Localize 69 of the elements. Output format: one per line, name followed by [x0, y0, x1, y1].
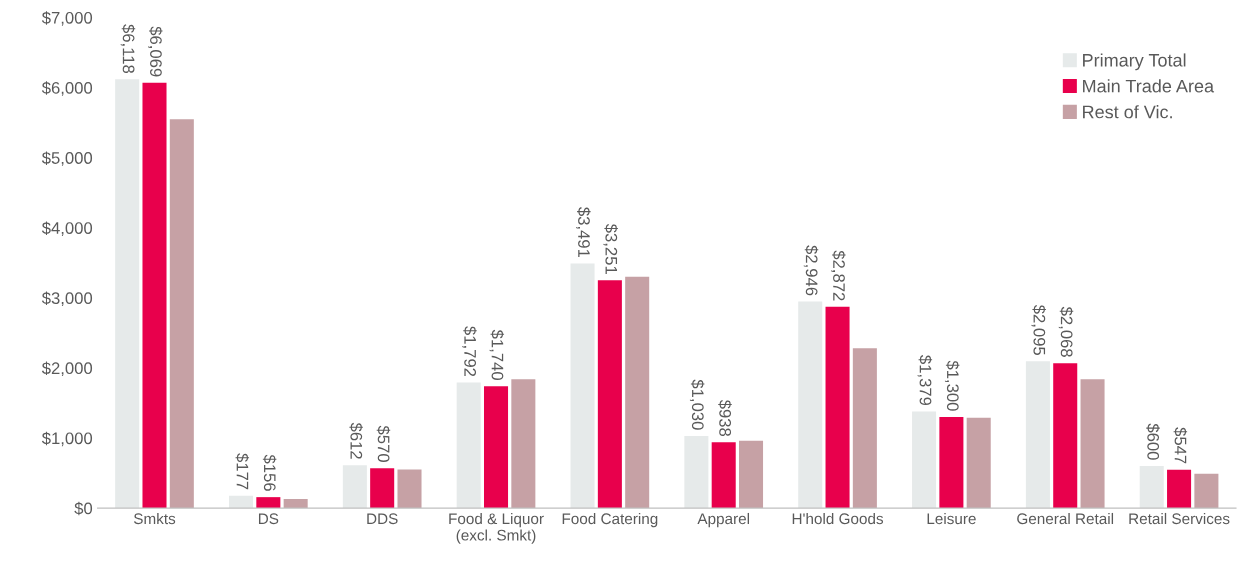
data-label: $2,068 [1058, 306, 1074, 357]
data-label: $2,872 [831, 250, 846, 301]
bar [1139, 466, 1164, 509]
bar [342, 465, 367, 509]
x-tick-label: H'hold Goods [792, 512, 884, 525]
data-label: $547 [1173, 427, 1188, 464]
y-tick-label: $7,000 [41, 11, 93, 26]
x-tick-label: Food Catering [562, 512, 658, 528]
bar [370, 468, 395, 509]
x-tick-label: Apparel [697, 512, 750, 528]
bar [115, 79, 140, 509]
data-label: $1,379 [917, 355, 933, 406]
legend-label: Rest of Vic. [1083, 105, 1172, 119]
bar [1194, 473, 1219, 509]
bar [484, 386, 509, 509]
data-label: $1,300 [944, 360, 960, 411]
data-label: $3,251 [603, 223, 618, 274]
bar [739, 440, 764, 509]
bar [625, 276, 650, 509]
x-tick-label: Leisure [927, 512, 976, 525]
x-tick-label: General Retail [1017, 512, 1114, 525]
bar [1053, 363, 1078, 509]
bar [939, 416, 964, 509]
data-label: $1,740 [489, 329, 505, 380]
data-label: $6,069 [148, 26, 163, 77]
data-label: $938 [718, 399, 732, 437]
bar [256, 497, 281, 509]
x-tick-label: Food & Liquor (excl. Smkt) [449, 512, 544, 544]
data-label: $177 [235, 453, 250, 490]
x-tick-label: Smkts [133, 512, 176, 525]
data-label: $1,792 [462, 326, 477, 377]
bar [570, 263, 595, 509]
data-label: $2,095 [1031, 304, 1046, 356]
data-label: $6,118 [120, 24, 136, 74]
y-tick-label: $1,000 [41, 431, 93, 447]
data-label: $1,030 [689, 379, 705, 430]
data-label: $570 [376, 425, 391, 462]
bar [711, 442, 736, 509]
legend-label: Primary Total [1083, 53, 1186, 71]
y-tick-label: $5,000 [41, 151, 93, 166]
bar [1080, 379, 1105, 509]
bar [456, 382, 481, 509]
bar [798, 301, 823, 509]
y-tick-label: $3,000 [41, 291, 93, 307]
bar [511, 379, 536, 509]
y-tick-label: $0 [74, 501, 93, 516]
y-tick-label: $6,000 [41, 81, 93, 96]
data-label: $612 [349, 422, 363, 459]
bar [852, 348, 877, 509]
data-label: $600 [1146, 423, 1160, 460]
data-label: $3,491 [576, 207, 591, 258]
data-label: $156 [262, 454, 277, 491]
y-tick-label: $2,000 [41, 361, 93, 377]
bar [169, 119, 194, 509]
data-label: $2,946 [803, 245, 819, 296]
bar [912, 411, 937, 509]
y-tick-label: $4,000 [41, 221, 93, 236]
x-tick-label: DS [258, 513, 279, 525]
bar [1167, 469, 1192, 509]
bar [597, 280, 622, 509]
bar [966, 417, 991, 509]
bar [397, 469, 422, 509]
bar [142, 82, 167, 509]
bar [684, 435, 709, 509]
bar [1025, 361, 1050, 509]
bar [825, 306, 850, 509]
x-tick-label: DDS [367, 513, 398, 525]
legend-label: Main Trade Area [1083, 79, 1215, 93]
x-tick-label: Retail Services [1129, 512, 1230, 525]
